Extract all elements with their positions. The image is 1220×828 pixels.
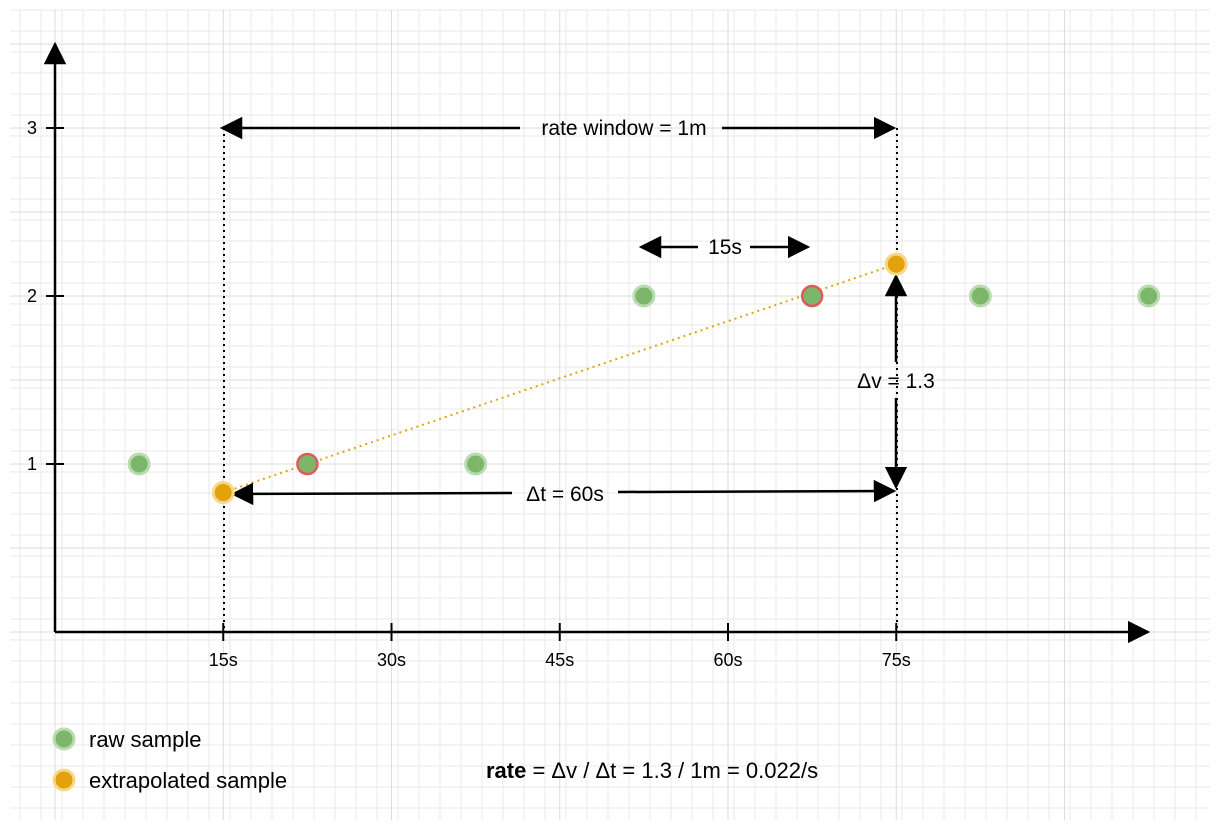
legend-extrapolated-swatch: [52, 768, 76, 792]
delta-v-label: Δv = 1.3: [857, 370, 935, 393]
legend: raw sample extrapolated sample: [52, 727, 287, 793]
x-tick-label: 60s: [713, 650, 742, 670]
legend-raw-swatch: [52, 727, 76, 751]
raw-sample-point: [464, 452, 488, 476]
raw-sample-point: [127, 452, 151, 476]
interval-annotation: 15s: [638, 235, 811, 259]
window-guides: [223, 128, 898, 632]
delta-t-annotation: Δt = 60s: [230, 479, 897, 506]
y-tick-label: 1: [27, 454, 37, 474]
sample-points: [127, 252, 1161, 505]
x-tick-label: 30s: [377, 650, 406, 670]
raw-sample-point-highlighted: [800, 284, 824, 308]
y-tick-label: 3: [27, 118, 37, 138]
extrapolated-sample-point: [211, 481, 235, 505]
y-tick-label: 2: [27, 286, 37, 306]
delta-t-arrow-right: [617, 479, 897, 503]
delta-t-arrow-left: [230, 482, 513, 506]
x-tick-label: 45s: [545, 650, 574, 670]
legend-extrapolated-label: extrapolated sample: [89, 768, 287, 793]
raw-sample-point: [968, 284, 992, 308]
legend-raw-label: raw sample: [89, 727, 201, 752]
interval-label: 15s: [708, 236, 742, 259]
raw-sample-point: [632, 284, 656, 308]
raw-sample-point-highlighted: [296, 452, 319, 476]
x-ticks: 15s 30s 45s 60s 75s: [209, 623, 911, 670]
delta-t-label: Δt = 60s: [526, 483, 604, 506]
formula-bold: rate: [486, 758, 526, 783]
rate-window-annotation: rate window = 1m: [219, 116, 897, 140]
rate-window-label: rate window = 1m: [541, 117, 706, 140]
delta-v-annotation: Δv = 1.3: [857, 273, 935, 490]
formula-rest: = Δv / Δt = 1.3 / 1m = 0.022/s: [526, 758, 818, 783]
raw-sample-point: [1137, 284, 1161, 308]
x-tick-label: 75s: [882, 650, 911, 670]
rate-formula: rate = Δv / Δt = 1.3 / 1m = 0.022/s: [486, 758, 818, 783]
extrapolation-line: [222, 263, 897, 494]
y-ticks: 1 2 3: [27, 118, 64, 474]
x-tick-label: 15s: [209, 650, 238, 670]
extrapolated-sample-point: [884, 252, 908, 276]
axes: [43, 41, 1151, 644]
